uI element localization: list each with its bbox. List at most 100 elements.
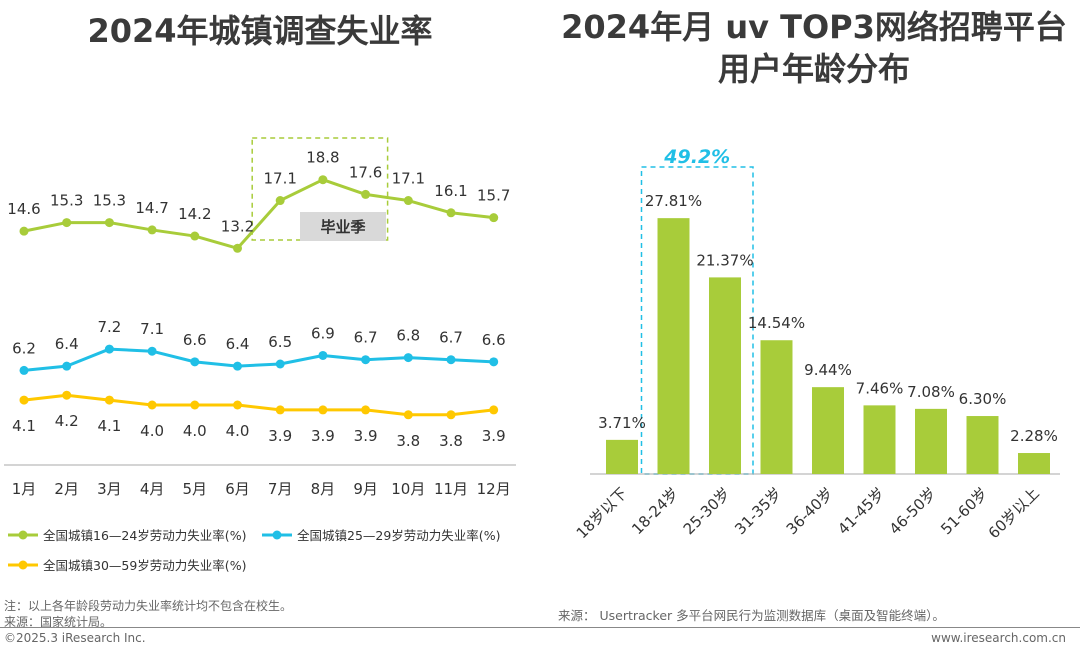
- data-point: [403, 410, 413, 420]
- x-tick-label: 2月: [54, 480, 79, 498]
- data-value-label: 6.4: [226, 335, 250, 353]
- data-value-label: 3.8: [396, 432, 420, 450]
- data-value-label: 6.7: [354, 329, 378, 347]
- data-point: [62, 361, 72, 371]
- data-point: [233, 243, 242, 253]
- x-tick-label: 7月: [268, 480, 293, 498]
- x-tick-label: 9月: [353, 480, 378, 498]
- bar-category-label: 36-40岁: [783, 484, 837, 538]
- bar-category-label: 60岁以上: [985, 484, 1043, 542]
- left-chart-title: 2024年城镇调查失业率: [87, 12, 433, 50]
- data-value-label: 3.9: [268, 427, 292, 445]
- graduation-season-box: [251, 137, 389, 241]
- data-point: [489, 405, 499, 415]
- right-title-line1: 2024年月 uv TOP3网络招聘平台: [561, 8, 1067, 46]
- series-line-1: [23, 178, 494, 250]
- right-source-text: 来源： Usertracker 多平台网民行为监测数据库（桌面及智能终端）。: [558, 608, 945, 623]
- legend-label: 全国城镇25—29岁劳动力失业率(%): [297, 528, 500, 543]
- data-value-label: 6.9: [311, 324, 335, 342]
- data-value-label: 6.7: [439, 329, 463, 347]
- bar: [709, 277, 741, 474]
- data-value-label: 4.1: [97, 417, 121, 435]
- data-value-label: 6.8: [396, 327, 420, 345]
- data-point: [104, 395, 114, 405]
- right-chart-title: 2024年月 uv TOP3网络招聘平台 用户年龄分布: [548, 6, 1080, 90]
- bar-category-label: 25-30岁: [680, 484, 734, 538]
- data-value-label: 17.1: [392, 170, 425, 188]
- bar: [1018, 453, 1050, 474]
- data-value-label: 3.9: [354, 427, 378, 445]
- bar-value-label: 14.54%: [748, 314, 805, 332]
- data-point: [275, 359, 285, 369]
- data-point: [19, 395, 29, 405]
- data-value-label: 7.1: [140, 320, 164, 338]
- bar: [863, 405, 896, 474]
- footer-divider: [0, 627, 1080, 628]
- series-line-3: [23, 393, 494, 417]
- data-value-label: 6.2: [12, 339, 36, 357]
- data-value-label: 4.1: [12, 417, 36, 435]
- data-value-label: 4.2: [55, 412, 79, 430]
- x-tick-label: 12月: [477, 480, 511, 498]
- legend-label: 全国城镇30—59岁劳动力失业率(%): [43, 558, 246, 573]
- left-source-text: 来源：国家统计局。: [4, 615, 113, 629]
- data-value-label: 14.2: [178, 205, 211, 223]
- note-text: 注：以上各年龄段劳动力失业率统计均不包含在校生。: [4, 599, 293, 613]
- data-value-label: 3.9: [311, 427, 335, 445]
- data-point: [318, 405, 328, 415]
- bar-value-label: 9.44%: [804, 361, 852, 379]
- x-tick-label: 5月: [183, 480, 208, 498]
- x-tick-label: 10月: [391, 480, 425, 498]
- data-value-label: 7.2: [97, 318, 121, 336]
- bar-value-label: 21.37%: [696, 251, 753, 269]
- bar-value-label: 3.71%: [598, 414, 646, 432]
- x-tick-label: 4月: [140, 480, 165, 498]
- data-value-label: 13.2: [221, 217, 254, 235]
- data-value-label: 4.0: [183, 422, 207, 440]
- data-point: [233, 400, 242, 410]
- graduation-label-bg: [300, 212, 386, 241]
- bar: [915, 408, 947, 474]
- age-highlight-label: 49.2%: [663, 146, 730, 168]
- graduation-season-label: 毕业季: [320, 218, 365, 236]
- bar: [812, 387, 844, 474]
- series-line-2: [23, 347, 494, 372]
- x-tick-label: 3月: [97, 480, 122, 498]
- data-value-label: 3.8: [439, 432, 463, 450]
- data-point: [147, 225, 157, 235]
- bar-value-label: 6.30%: [959, 390, 1007, 408]
- data-point: [275, 405, 285, 415]
- bar-category-label: 51-60岁: [937, 484, 991, 538]
- bar-category-label: 41-45岁: [834, 484, 888, 538]
- data-point: [403, 196, 413, 206]
- data-point: [19, 226, 29, 236]
- bar: [966, 416, 999, 474]
- bar: [657, 218, 690, 474]
- data-value-label: 6.5: [268, 333, 292, 351]
- bar-category-label: 31-35岁: [731, 484, 785, 538]
- data-point: [489, 357, 499, 367]
- data-point: [275, 196, 285, 206]
- data-value-label: 17.1: [263, 170, 296, 188]
- x-tick-label: 6月: [225, 480, 250, 498]
- data-value-label: 17.6: [349, 163, 382, 181]
- legend-swatch-marker: [18, 530, 28, 540]
- age-highlight-box: [640, 166, 754, 475]
- data-point: [318, 350, 328, 360]
- bar-value-label: 2.28%: [1010, 427, 1058, 445]
- legend-swatch-marker: [18, 560, 28, 570]
- data-point: [318, 175, 328, 185]
- data-point: [361, 189, 371, 199]
- legend-swatch-marker: [272, 530, 282, 540]
- data-point: [190, 400, 200, 410]
- data-point: [104, 218, 114, 228]
- data-point: [446, 355, 456, 365]
- data-value-label: 6.6: [183, 331, 207, 349]
- bar-value-label: 7.08%: [907, 383, 955, 401]
- data-point: [190, 231, 200, 241]
- data-point: [147, 346, 157, 356]
- data-point: [104, 344, 114, 354]
- data-value-label: 6.6: [482, 331, 506, 349]
- legend-label: 全国城镇16—24岁劳动力失业率(%): [43, 528, 246, 543]
- data-value-label: 4.0: [226, 422, 250, 440]
